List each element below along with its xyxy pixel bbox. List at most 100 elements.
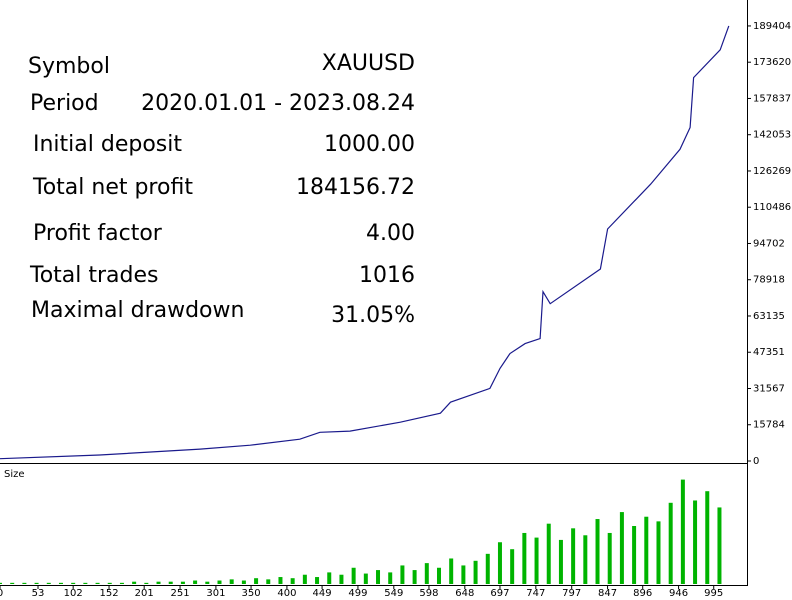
x-tick-label: 251 bbox=[170, 588, 189, 599]
x-tick-label: 697 bbox=[490, 588, 509, 599]
size-bar bbox=[510, 549, 515, 584]
size-bar bbox=[412, 570, 417, 584]
x-tick-label: 946 bbox=[669, 588, 688, 599]
size-bar bbox=[144, 582, 149, 584]
x-tick-label: 797 bbox=[562, 588, 581, 599]
y-tick-label: 15784 bbox=[753, 420, 785, 431]
x-tick-label: 499 bbox=[348, 588, 367, 599]
size-bar bbox=[436, 567, 441, 584]
size-bar bbox=[485, 553, 490, 584]
size-bar bbox=[388, 572, 393, 584]
x-tick-label: 896 bbox=[633, 588, 652, 599]
x-tick-label: 847 bbox=[598, 588, 617, 599]
x-tick-label: 152 bbox=[99, 588, 118, 599]
size-bar bbox=[339, 574, 344, 584]
size-bar bbox=[717, 507, 722, 584]
size-bar bbox=[363, 573, 368, 584]
size-bar bbox=[607, 532, 612, 584]
y-tick-label: 47351 bbox=[753, 347, 785, 358]
size-bar bbox=[168, 581, 173, 584]
size-bar bbox=[107, 582, 112, 584]
size-bar bbox=[668, 502, 673, 584]
size-bar bbox=[71, 582, 76, 584]
size-bar bbox=[583, 535, 588, 584]
size-bar bbox=[205, 581, 210, 584]
size-bar bbox=[34, 582, 39, 584]
x-tick-label: 995 bbox=[704, 588, 723, 599]
size-bar bbox=[254, 578, 259, 584]
size-bar bbox=[22, 582, 27, 584]
balance-line bbox=[0, 25, 730, 460]
x-tick-label: 747 bbox=[526, 588, 545, 599]
stat-value: 184156.72 bbox=[296, 175, 415, 200]
stat-value: 4.00 bbox=[366, 221, 415, 246]
size-bar bbox=[58, 582, 63, 584]
y-tick-label: 126269 bbox=[753, 166, 791, 177]
stat-value: 31.05% bbox=[331, 303, 415, 328]
size-bar bbox=[327, 572, 332, 584]
stat-label: Period bbox=[30, 91, 99, 116]
y-tick-label: 63135 bbox=[753, 311, 785, 322]
y-tick-label: 110486 bbox=[753, 202, 791, 213]
x-tick-label: 0 bbox=[0, 588, 3, 599]
size-bar bbox=[266, 579, 271, 584]
y-tick-label: 94702 bbox=[753, 238, 785, 249]
size-bar bbox=[229, 579, 234, 584]
size-bar bbox=[693, 500, 698, 584]
size-bar bbox=[46, 582, 51, 584]
size-bar bbox=[95, 582, 100, 584]
size-bar bbox=[180, 581, 185, 584]
y-tick-label: 157837 bbox=[753, 93, 791, 104]
y-tick-label: 142053 bbox=[753, 130, 791, 141]
size-bar bbox=[302, 574, 307, 584]
size-bar bbox=[497, 542, 502, 584]
stat-label: Symbol bbox=[28, 54, 110, 79]
size-bar bbox=[278, 577, 283, 584]
size-bar bbox=[546, 523, 551, 584]
size-bar bbox=[705, 491, 710, 584]
x-tick-label: 102 bbox=[64, 588, 83, 599]
size-bar bbox=[424, 563, 429, 584]
size-bar bbox=[644, 516, 649, 584]
x-tick-label: 598 bbox=[419, 588, 438, 599]
stat-label: Initial deposit bbox=[33, 132, 182, 157]
size-bar bbox=[119, 582, 124, 584]
y-tick-label: 173620 bbox=[753, 57, 791, 68]
x-tick-label: 449 bbox=[313, 588, 332, 599]
y-tick-label: 0 bbox=[753, 456, 759, 467]
y-tick-label: 78918 bbox=[753, 275, 785, 286]
size-bar bbox=[83, 582, 88, 584]
size-bar bbox=[376, 570, 381, 584]
size-bar bbox=[558, 539, 563, 584]
size-bar bbox=[132, 581, 137, 584]
y-tick-label: 31567 bbox=[753, 383, 785, 394]
size-bar bbox=[10, 582, 15, 584]
x-tick-label: 350 bbox=[242, 588, 261, 599]
x-tick-label: 648 bbox=[455, 588, 474, 599]
size-bar bbox=[315, 577, 320, 584]
size-bar bbox=[571, 528, 576, 584]
y-tick-label: 189404 bbox=[753, 21, 791, 32]
size-bar bbox=[449, 558, 454, 584]
size-bar bbox=[351, 567, 356, 584]
pane-title: Size bbox=[4, 469, 25, 480]
size-bar bbox=[595, 519, 600, 584]
size-bar bbox=[400, 565, 405, 584]
size-bar bbox=[0, 582, 2, 584]
size-bar bbox=[241, 580, 246, 584]
size-bar bbox=[473, 560, 478, 584]
size-bar bbox=[156, 581, 161, 584]
stat-value: 1000.00 bbox=[324, 132, 415, 157]
size-bar bbox=[522, 532, 527, 584]
size-bar bbox=[656, 521, 661, 584]
x-tick-label: 53 bbox=[32, 588, 45, 599]
x-tick-label: 400 bbox=[277, 588, 296, 599]
size-bar bbox=[680, 479, 685, 584]
size-bar bbox=[619, 512, 624, 584]
stat-value: 2020.01.01 - 2023.08.24 bbox=[141, 91, 415, 116]
size-bar bbox=[632, 526, 637, 584]
x-tick-label: 301 bbox=[206, 588, 225, 599]
size-bar bbox=[217, 580, 222, 584]
